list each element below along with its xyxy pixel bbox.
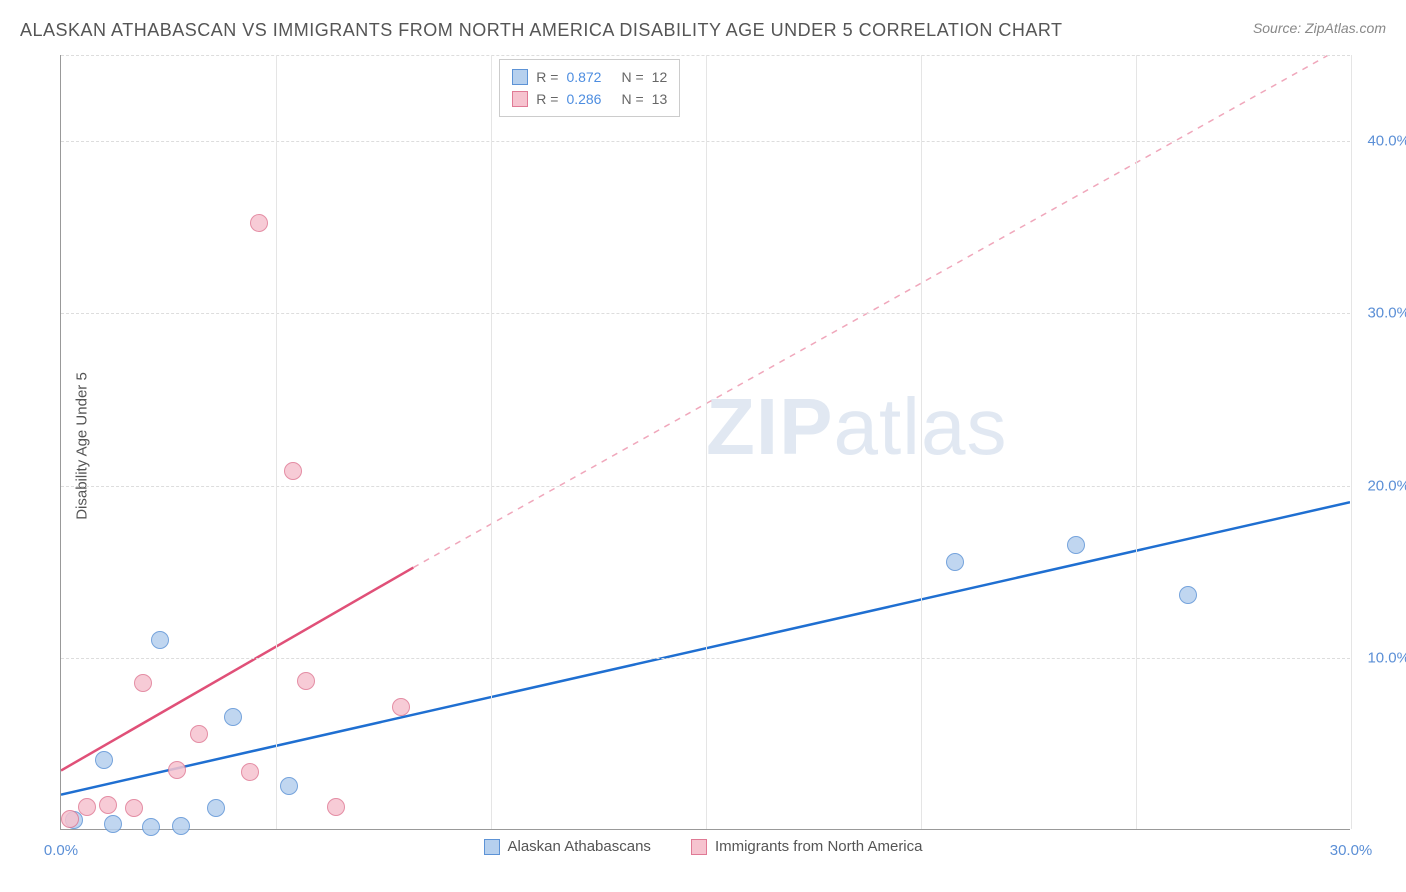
data-point: [284, 462, 302, 480]
source-attribution: Source: ZipAtlas.com: [1253, 20, 1386, 36]
data-point: [142, 818, 160, 836]
data-point: [327, 798, 345, 816]
r-value: 0.872: [566, 66, 601, 88]
data-point: [172, 817, 190, 835]
legend-item: Alaskan Athabascans: [484, 838, 651, 855]
legend-swatch: [512, 69, 528, 85]
r-value: 0.286: [566, 88, 601, 110]
y-tick-label: 30.0%: [1367, 305, 1406, 322]
trend-line: [61, 568, 413, 771]
n-value: 12: [652, 66, 668, 88]
n-value: 13: [652, 88, 668, 110]
correl-row: R = 0.286 N = 13: [512, 88, 667, 110]
data-point: [78, 798, 96, 816]
plot-area: ZIPatlas R = 0.872N = 12R = 0.286N = 13 …: [60, 55, 1350, 830]
r-label: R =: [536, 88, 558, 110]
data-point: [168, 761, 186, 779]
y-tick-label: 10.0%: [1367, 649, 1406, 666]
legend-label: Alaskan Athabascans: [508, 838, 651, 855]
data-point: [190, 725, 208, 743]
gridline-v: [491, 55, 492, 829]
y-tick-label: 20.0%: [1367, 477, 1406, 494]
chart-title: ALASKAN ATHABASCAN VS IMMIGRANTS FROM NO…: [20, 20, 1063, 41]
data-point: [207, 799, 225, 817]
correlation-legend: R = 0.872 N = 12 R = 0.286 N = 13: [499, 59, 680, 117]
data-point: [224, 708, 242, 726]
legend-item: Immigrants from North America: [691, 838, 923, 855]
data-point: [104, 815, 122, 833]
r-label: R =: [536, 66, 558, 88]
legend-swatch: [691, 839, 707, 855]
gridline-v: [1136, 55, 1137, 829]
legend-swatch: [512, 91, 528, 107]
data-point: [280, 777, 298, 795]
data-point: [392, 698, 410, 716]
gridline-v: [921, 55, 922, 829]
gridline-v: [1351, 55, 1352, 829]
legend-label: Immigrants from North America: [715, 838, 923, 855]
data-point: [250, 214, 268, 232]
data-point: [125, 799, 143, 817]
legend-swatch: [484, 839, 500, 855]
gridline-v: [706, 55, 707, 829]
n-label: N =: [621, 66, 643, 88]
data-point: [297, 672, 315, 690]
data-point: [946, 553, 964, 571]
watermark: ZIPatlas: [706, 381, 1007, 473]
data-point: [241, 763, 259, 781]
correl-row: R = 0.872 N = 12: [512, 66, 667, 88]
data-point: [95, 751, 113, 769]
data-point: [1179, 586, 1197, 604]
trend-line: [413, 55, 1328, 568]
gridline-v: [276, 55, 277, 829]
n-label: N =: [621, 88, 643, 110]
y-tick-label: 40.0%: [1367, 133, 1406, 150]
series-legend: Alaskan Athabascans Immigrants from North…: [0, 838, 1406, 855]
data-point: [151, 631, 169, 649]
data-point: [1067, 536, 1085, 554]
data-point: [99, 796, 117, 814]
data-point: [61, 810, 79, 828]
data-point: [134, 674, 152, 692]
